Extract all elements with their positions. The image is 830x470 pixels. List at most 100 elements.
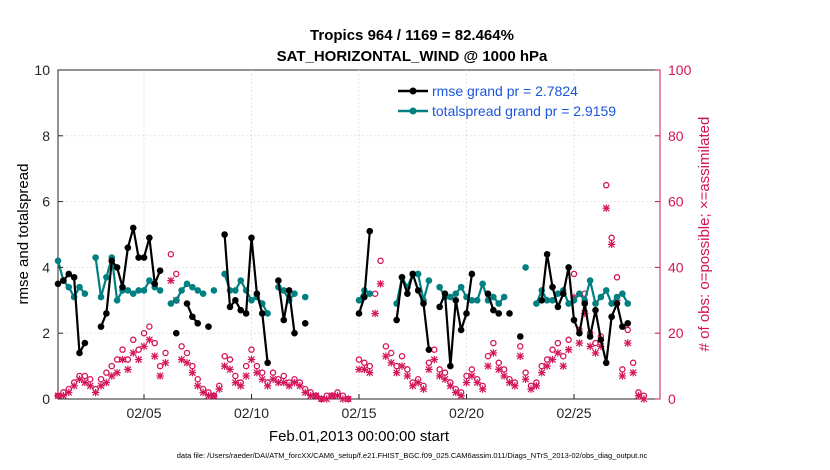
y-axis-label-left: rmse and totalspread: [15, 164, 32, 305]
legend-rmse-label: rmse grand pr = 2.7824: [432, 83, 578, 99]
rmse-point: [258, 310, 266, 317]
rmse-point: [76, 349, 83, 357]
rmse-point: [221, 231, 228, 238]
obs-assimilated-marker: [339, 395, 347, 403]
obs-possible-marker: [608, 234, 615, 242]
obs-assimilated-marker: [478, 385, 487, 393]
totalspread-point: [522, 264, 529, 271]
y-tick-label-left: 10: [34, 62, 50, 78]
obs-assimilated-marker: [538, 368, 546, 377]
obs-possible-marker: [517, 343, 524, 350]
obs-possible-marker: [484, 352, 492, 360]
totalspread-point: [264, 310, 271, 317]
totalspread-point: [452, 290, 460, 298]
obs-assimilated-marker: [226, 365, 234, 374]
obs-assimilated-marker: [97, 382, 105, 390]
obs-possible-marker: [172, 270, 180, 278]
totalspread-point: [172, 297, 180, 304]
obs-assimilated-marker: [65, 388, 73, 397]
obs-assimilated-marker: [360, 365, 369, 374]
obs-assimilated-marker: [435, 372, 444, 380]
totalspread-point: [597, 293, 605, 301]
rmse-point: [151, 280, 159, 288]
obs-possible-marker: [441, 369, 449, 376]
rmse-point: [183, 300, 191, 307]
obs-possible-marker: [156, 362, 164, 370]
rmse-point: [205, 323, 212, 330]
obs-possible-marker: [377, 257, 384, 265]
obs-assimilated-marker: [258, 375, 266, 383]
obs-possible-marker: [135, 346, 142, 353]
rmse-point: [291, 329, 298, 337]
rmse-point: [60, 277, 67, 284]
totalspread-point: [291, 290, 298, 298]
obs-possible-marker: [619, 366, 626, 373]
rmse-point: [619, 323, 626, 330]
obs-possible-marker: [490, 339, 497, 347]
obs-assimilated-marker: [183, 359, 191, 367]
legend: rmse grand pr = 2.7824 totalspread grand…: [398, 83, 616, 119]
totalspread-point: [414, 270, 422, 278]
totalspread-point: [92, 254, 99, 261]
obs-assimilated-marker: [511, 382, 519, 390]
obs-assimilated-marker: [129, 349, 137, 357]
obs-assimilated-marker: [366, 368, 374, 377]
obs-assimilated-marker: [500, 372, 508, 380]
totalspread-point: [248, 297, 255, 304]
totalspread-point: [113, 297, 121, 304]
rmse-point: [608, 313, 615, 321]
obs-possible-marker: [221, 352, 228, 360]
obs-assimilated-marker: [457, 392, 465, 400]
obs-assimilated-marker: [333, 392, 342, 400]
obs-assimilated-marker: [521, 375, 530, 383]
totalspread-point: [576, 290, 583, 298]
obs-possible-marker: [592, 339, 599, 347]
obs-assimilated-marker: [312, 392, 320, 400]
rmse-point: [404, 290, 411, 298]
totalspread-point: [613, 293, 621, 301]
totalspread-point: [586, 277, 594, 284]
obs-possible-marker: [280, 372, 287, 380]
totalspread-point: [468, 297, 476, 304]
y-tick-label-right: 100: [668, 62, 692, 78]
rmse-point: [81, 339, 89, 347]
obs-assimilated-marker: [414, 378, 422, 387]
obs-assimilated-marker: [591, 349, 600, 357]
obs-possible-marker: [183, 349, 191, 357]
totalspread-point: [156, 287, 164, 294]
obs-possible-marker: [554, 339, 562, 347]
obs-possible-marker: [253, 362, 261, 370]
totalspread-point: [301, 293, 309, 301]
rmse-point: [549, 283, 556, 291]
totalspread-point: [479, 280, 486, 288]
obs-possible-marker: [162, 349, 169, 357]
obs-assimilated-marker: [290, 378, 299, 387]
obs-possible-marker: [103, 369, 110, 376]
totalspread-point: [366, 290, 374, 298]
obs-assimilated-marker: [586, 342, 594, 351]
rmse-point: [172, 329, 180, 337]
rmse-point: [425, 346, 433, 353]
totalspread-point: [436, 283, 443, 291]
totalspread-point: [495, 300, 503, 307]
obs-possible-marker: [382, 343, 390, 350]
obs-assimilated-marker: [527, 385, 535, 393]
x-tick-label: 02/25: [556, 405, 591, 421]
obs-assimilated-marker: [607, 240, 616, 249]
x-tick-label: 02/20: [449, 405, 484, 421]
rmse-point: [543, 250, 551, 258]
rmse-point: [146, 234, 153, 242]
obs-possible-marker: [495, 359, 502, 367]
obs-assimilated-marker: [215, 385, 223, 393]
obs-assimilated-marker: [199, 388, 207, 397]
rmse-point: [414, 287, 422, 294]
obs-assimilated-marker: [75, 375, 84, 383]
rmse-point: [103, 310, 110, 317]
rmse-point: [232, 297, 239, 304]
obs-assimilated-marker: [204, 392, 213, 400]
totalspread-point: [554, 290, 562, 298]
totalspread-point: [183, 280, 191, 288]
rmse-point: [264, 359, 271, 367]
rmse-point: [409, 270, 417, 278]
obs-assimilated-marker: [629, 368, 637, 377]
